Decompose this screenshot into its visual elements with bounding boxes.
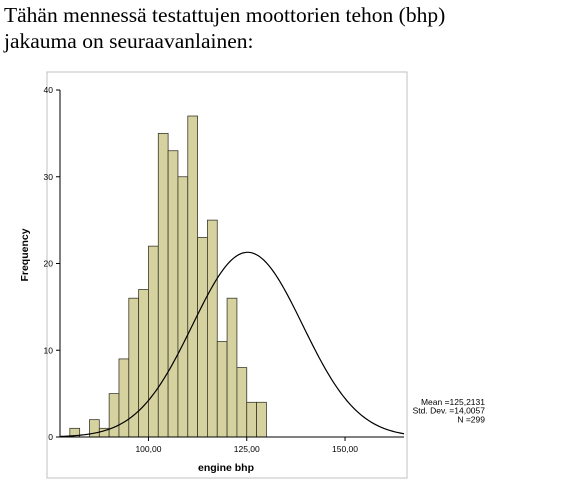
y-tick-label: 20 bbox=[44, 259, 54, 269]
histogram-bar bbox=[89, 419, 100, 438]
stats-line: Std. Dev. =14,0057 bbox=[413, 406, 486, 416]
histogram-bars bbox=[69, 115, 267, 438]
histogram-bar bbox=[118, 358, 130, 438]
x-axis-ticks: 100,00 125,00 150,00 bbox=[135, 437, 358, 454]
y-tick-label: 40 bbox=[44, 85, 54, 95]
histogram-bar bbox=[108, 393, 120, 438]
histogram-bar bbox=[138, 289, 149, 438]
histogram-bar bbox=[216, 341, 228, 438]
plot-frame bbox=[46, 71, 408, 479]
heading-line-2: jakauma on seuraavanlainen: bbox=[4, 29, 254, 53]
y-tick-label: 30 bbox=[44, 172, 54, 182]
histogram-bar bbox=[128, 297, 140, 438]
y-axis-ticks: 0 10 20 30 40 bbox=[44, 85, 60, 442]
y-axis-title: Frequency bbox=[19, 228, 31, 281]
histogram-bar bbox=[187, 115, 198, 438]
slide-heading: Tähän mennessä testattujen moottorien te… bbox=[4, 2, 574, 54]
y-tick-label: 10 bbox=[44, 345, 54, 355]
histogram-bar bbox=[197, 237, 208, 438]
histogram-bar bbox=[177, 176, 189, 438]
histogram-bar bbox=[207, 219, 218, 438]
histogram-bar bbox=[157, 132, 169, 438]
stats-line: N =299 bbox=[457, 414, 485, 424]
histogram-bar bbox=[246, 401, 257, 438]
histogram-bar bbox=[256, 401, 267, 438]
normal-curve bbox=[59, 251, 405, 438]
heading-line-1: Tähän mennessä testattujen moottorien te… bbox=[4, 3, 446, 27]
x-axis-title: engine bhp bbox=[198, 462, 254, 474]
histogram-bar bbox=[167, 150, 179, 438]
stats-line: Mean =125,2131 bbox=[421, 397, 485, 407]
x-tick-label: 100,00 bbox=[135, 444, 161, 454]
y-tick-label: 0 bbox=[48, 432, 53, 442]
histogram-bar bbox=[148, 245, 159, 438]
x-tick-label: 150,00 bbox=[332, 444, 358, 454]
x-tick-label: 125,00 bbox=[234, 444, 260, 454]
histogram-bar bbox=[226, 297, 238, 438]
histogram-bar bbox=[236, 367, 248, 438]
